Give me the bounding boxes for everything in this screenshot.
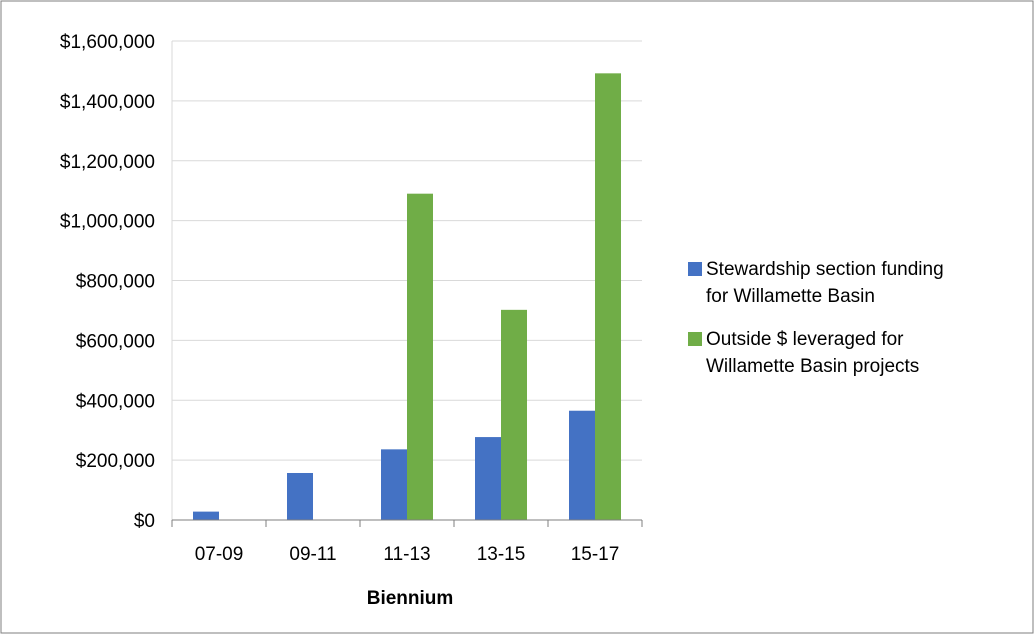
x-tick-label: 09-11 [289,544,336,565]
legend-label-2: Outside $ leveraged for [706,329,904,350]
x-tick-label: 15-17 [571,544,620,565]
axes: $0 $200,000 $400,000 $600,000 $800,000 $1,000… [60,32,643,565]
bar-stewardship-07-09 [193,511,219,520]
legend-label-1: for Willamette Basin [706,286,875,307]
legend: Stewardship section funding for Willamett… [688,259,944,377]
x-tick-label: 07-09 [195,544,244,565]
x-tick-label: 11-13 [383,544,430,565]
y-tick-label: $1,200,000 [60,152,155,173]
legend-label-1: Stewardship section funding [706,259,944,280]
y-tick-label: $200,000 [76,451,155,472]
y-tick-label: $600,000 [76,331,155,352]
bar-stewardship-13-15 [475,437,501,520]
bar-stewardship-15-17 [569,410,595,520]
y-tick-label: $1,600,000 [60,32,155,53]
bar-stewardship-09-11 [287,472,313,520]
y-tick-label: $0 [134,511,155,532]
x-axis-title: Biennium [367,588,454,609]
legend-label-2: Willamette Basin projects [706,356,919,377]
bar-outside-13-15 [501,309,527,520]
legend-swatch-1 [688,262,702,276]
y-tick-label: $800,000 [76,272,155,293]
bar-outside-15-17 [595,73,621,521]
bar-stewardship-11-13 [381,449,407,520]
x-tick-label: 13-15 [477,544,526,565]
y-tick-label: $1,000,000 [60,212,155,233]
bar-outside-11-13 [407,193,433,520]
legend-swatch-2 [688,332,702,346]
y-tick-label: $400,000 [76,391,155,412]
bars [193,73,621,521]
y-tick-label: $1,400,000 [60,92,155,113]
